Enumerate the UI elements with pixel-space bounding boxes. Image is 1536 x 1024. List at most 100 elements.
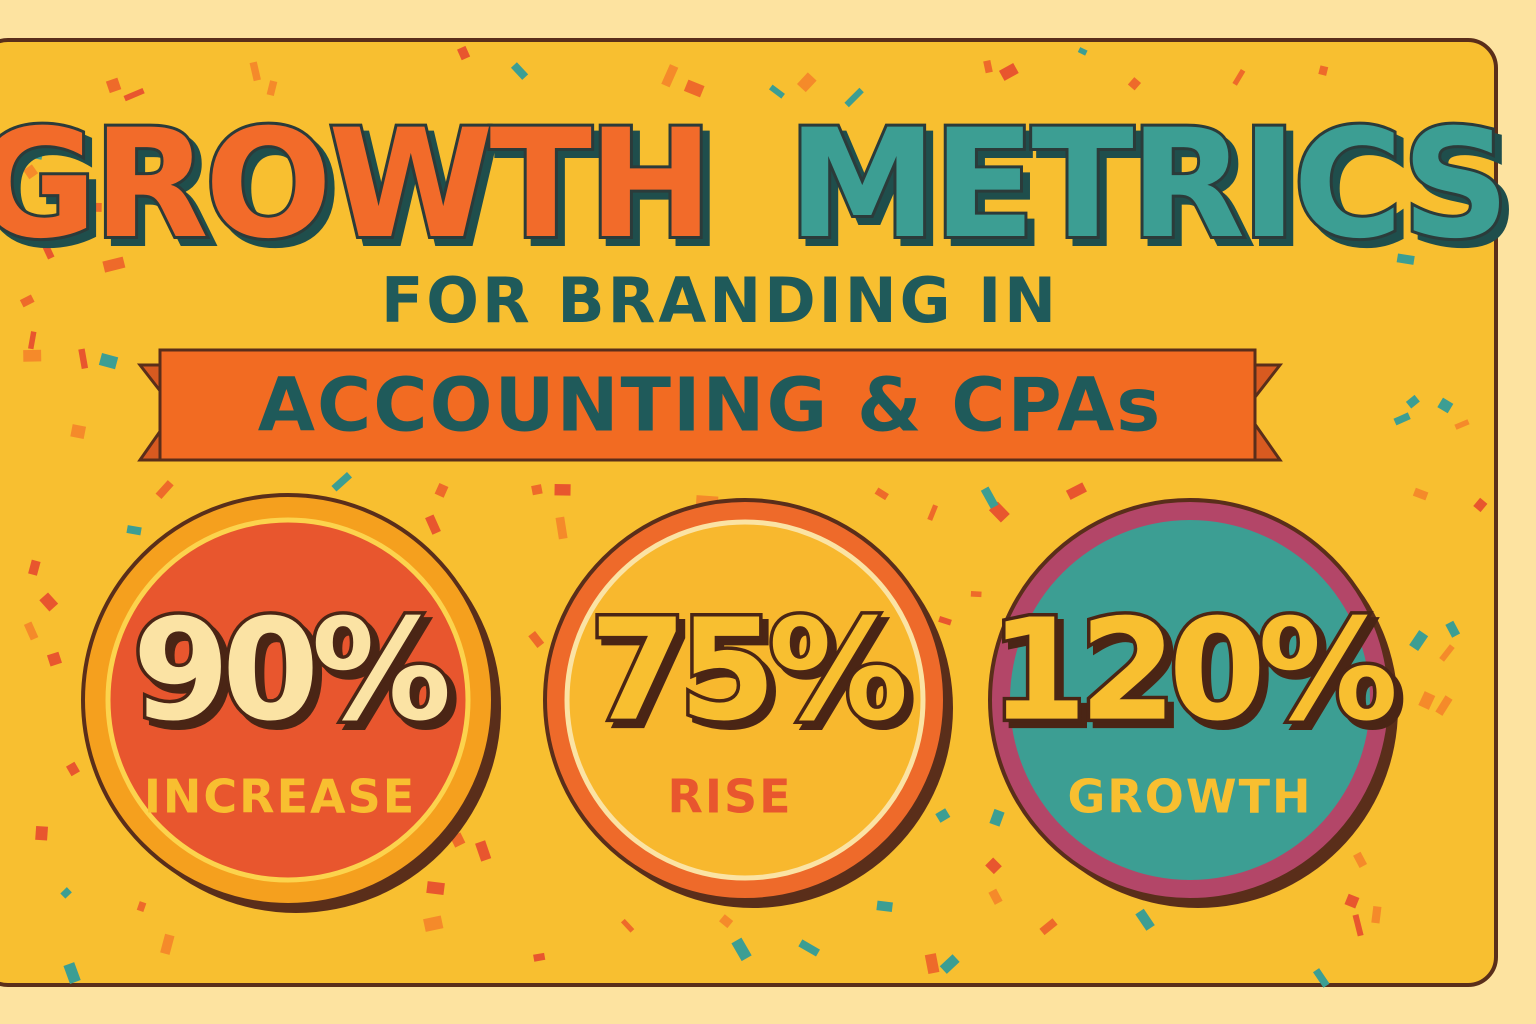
confetti-piece bbox=[23, 349, 42, 362]
confetti-piece bbox=[1135, 908, 1155, 931]
title-part: GROWTH bbox=[0, 98, 709, 272]
confetti-piece bbox=[1396, 253, 1415, 265]
confetti-piece bbox=[102, 256, 126, 273]
confetti-piece bbox=[533, 952, 546, 962]
confetti-piece bbox=[1409, 630, 1429, 652]
confetti-piece bbox=[123, 87, 145, 102]
confetti-piece bbox=[65, 761, 80, 777]
confetti-piece bbox=[1127, 77, 1142, 91]
confetti-piece bbox=[661, 64, 679, 88]
badge-value: 90% bbox=[132, 590, 447, 753]
confetti-piece bbox=[136, 901, 147, 913]
confetti-piece bbox=[1313, 968, 1330, 988]
confetti-piece bbox=[39, 592, 59, 612]
confetti-piece bbox=[683, 79, 705, 98]
confetti-piece bbox=[105, 77, 122, 94]
confetti-piece bbox=[970, 591, 982, 598]
badge: 90% INCREASE bbox=[81, 493, 501, 913]
confetti-piece bbox=[1077, 47, 1088, 56]
confetti-piece bbox=[768, 84, 785, 99]
confetti-piece bbox=[1445, 620, 1461, 638]
confetti-piece bbox=[46, 651, 62, 667]
confetti-piece bbox=[998, 62, 1019, 81]
confetti-piece bbox=[1232, 68, 1246, 86]
confetti-piece bbox=[1065, 482, 1087, 500]
confetti-piece bbox=[731, 937, 752, 962]
confetti-piece bbox=[425, 514, 441, 535]
badge: 120% GROWTH bbox=[986, 498, 1405, 908]
confetti-piece bbox=[844, 87, 864, 108]
badge-value: 120% bbox=[990, 590, 1394, 753]
confetti-piece bbox=[874, 487, 889, 501]
confetti-piece bbox=[1393, 412, 1411, 426]
confetti-piece bbox=[510, 62, 529, 80]
confetti-piece bbox=[938, 616, 952, 626]
confetti-piece bbox=[980, 486, 999, 509]
badge-label: GROWTH bbox=[1068, 770, 1313, 824]
confetti-piece bbox=[989, 808, 1005, 827]
confetti-piece bbox=[266, 80, 278, 97]
confetti-piece bbox=[1318, 65, 1329, 76]
confetti-piece bbox=[31, 151, 43, 160]
confetti-piece bbox=[1371, 905, 1382, 924]
confetti-piece bbox=[475, 840, 492, 862]
confetti-piece bbox=[1418, 691, 1436, 710]
confetti-piece bbox=[1439, 644, 1455, 662]
confetti-piece bbox=[70, 424, 87, 439]
badge-face bbox=[564, 519, 926, 881]
confetti-piece bbox=[1454, 419, 1470, 430]
confetti-piece bbox=[98, 353, 119, 370]
confetti-piece bbox=[23, 164, 39, 180]
confetti-piece bbox=[555, 516, 568, 540]
confetti-piece bbox=[331, 471, 353, 492]
confetti-piece bbox=[160, 933, 175, 955]
confetti-piece bbox=[41, 243, 55, 260]
confetti-piece bbox=[939, 954, 960, 974]
confetti-piece bbox=[798, 939, 820, 957]
confetti-piece bbox=[28, 331, 37, 350]
confetti-piece bbox=[81, 202, 102, 212]
confetti-piece bbox=[1039, 918, 1058, 936]
badge-face bbox=[1010, 520, 1370, 880]
confetti-piece bbox=[927, 504, 939, 521]
badge-face bbox=[105, 517, 471, 883]
confetti-piece bbox=[796, 72, 817, 93]
confetti-piece bbox=[1437, 397, 1454, 414]
confetti-piece bbox=[1410, 147, 1430, 169]
banner: ACCOUNTING & CPAs bbox=[136, 348, 1284, 462]
confetti-piece bbox=[23, 621, 39, 641]
confetti-piece bbox=[28, 559, 41, 576]
confetti-piece bbox=[113, 171, 132, 190]
badge-label: RISE bbox=[667, 770, 792, 824]
banner-rect bbox=[158, 348, 1257, 462]
confetti-piece bbox=[531, 484, 543, 496]
banner-text: ACCOUNTING & CPAs bbox=[258, 363, 1163, 449]
confetti-piece bbox=[155, 480, 174, 499]
subtitle: FOR BRANDING IN bbox=[381, 264, 1059, 337]
confetti bbox=[19, 45, 1488, 988]
confetti-piece bbox=[719, 914, 734, 929]
confetti-piece bbox=[1405, 394, 1420, 409]
badge-label: INCREASE bbox=[144, 770, 416, 824]
confetti-piece bbox=[1353, 851, 1368, 868]
confetti-piece bbox=[60, 887, 72, 899]
confetti-piece bbox=[1352, 914, 1364, 937]
confetti-piece bbox=[528, 631, 545, 649]
confetti-piece bbox=[988, 888, 1003, 905]
confetti-piece bbox=[78, 348, 89, 370]
confetti-piece bbox=[457, 45, 471, 61]
confetti-piece bbox=[876, 900, 893, 912]
confetti-piece bbox=[35, 825, 49, 841]
confetti-piece bbox=[1435, 695, 1453, 716]
confetti-piece bbox=[985, 857, 1002, 875]
confetti-piece bbox=[126, 525, 142, 536]
confetti-piece bbox=[19, 294, 35, 308]
confetti-piece bbox=[554, 484, 571, 496]
confetti-piece bbox=[620, 918, 635, 933]
confetti-piece bbox=[1412, 487, 1429, 501]
confetti-piece bbox=[924, 953, 940, 974]
title: GROWTH METRICS bbox=[0, 98, 1506, 272]
confetti-piece bbox=[249, 61, 261, 82]
